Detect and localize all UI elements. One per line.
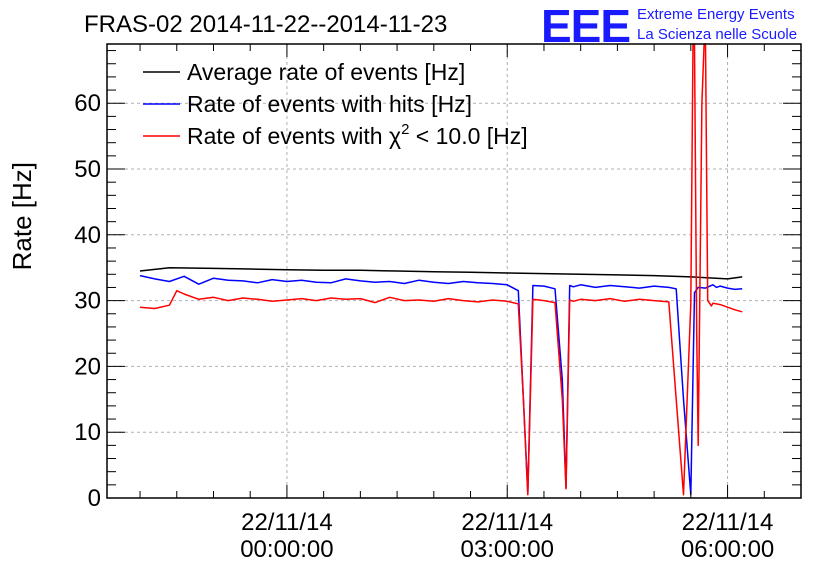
- y-axis-title: Rate [Hz]: [7, 162, 37, 270]
- series-line-3: [139, 43, 743, 496]
- chart-title: FRAS-02 2014-11-22--2014-11-23: [84, 11, 447, 38]
- x-tick-label-time: 03:00:00: [461, 536, 554, 563]
- x-tick-label-time: 06:00:00: [681, 536, 774, 563]
- x-tick-label-date: 22/11/14: [682, 509, 774, 536]
- plot-frame: [106, 43, 802, 499]
- y-tick-label: 50: [74, 156, 101, 183]
- legend-label-1: Average rate of events [Hz]: [187, 59, 465, 85]
- series-line-2: [139, 274, 743, 496]
- brand-line-1: Extreme Energy Events: [637, 6, 795, 23]
- x-tick-label-date: 22/11/14: [241, 509, 333, 536]
- y-tick-label: 60: [74, 90, 101, 117]
- grid: [107, 44, 801, 498]
- y-tick-label: 40: [74, 222, 101, 249]
- x-tick-label-time: 00:00:00: [240, 536, 333, 563]
- y-tick-label: 20: [74, 353, 101, 380]
- y-tick-label: 30: [74, 288, 101, 315]
- series-line-1: [139, 266, 743, 280]
- y-tick-label: 0: [88, 485, 101, 512]
- eee-logo: EEE Extreme Energy Events La Scienza nel…: [541, 0, 797, 52]
- y-tick-label: 10: [74, 419, 101, 446]
- legend-label-3: Rate of events with χ2 < 10.0 [Hz]: [187, 121, 528, 149]
- brand-line-2: La Scienza nelle Scuole: [637, 26, 797, 43]
- axes: 010203040506022/11/1400:00:0022/11/1403:…: [74, 44, 801, 563]
- legend: Average rate of events [Hz] Rate of event…: [143, 59, 528, 149]
- x-tick-label-date: 22/11/14: [461, 509, 553, 536]
- legend-label-2: Rate of events with hits [Hz]: [187, 91, 472, 117]
